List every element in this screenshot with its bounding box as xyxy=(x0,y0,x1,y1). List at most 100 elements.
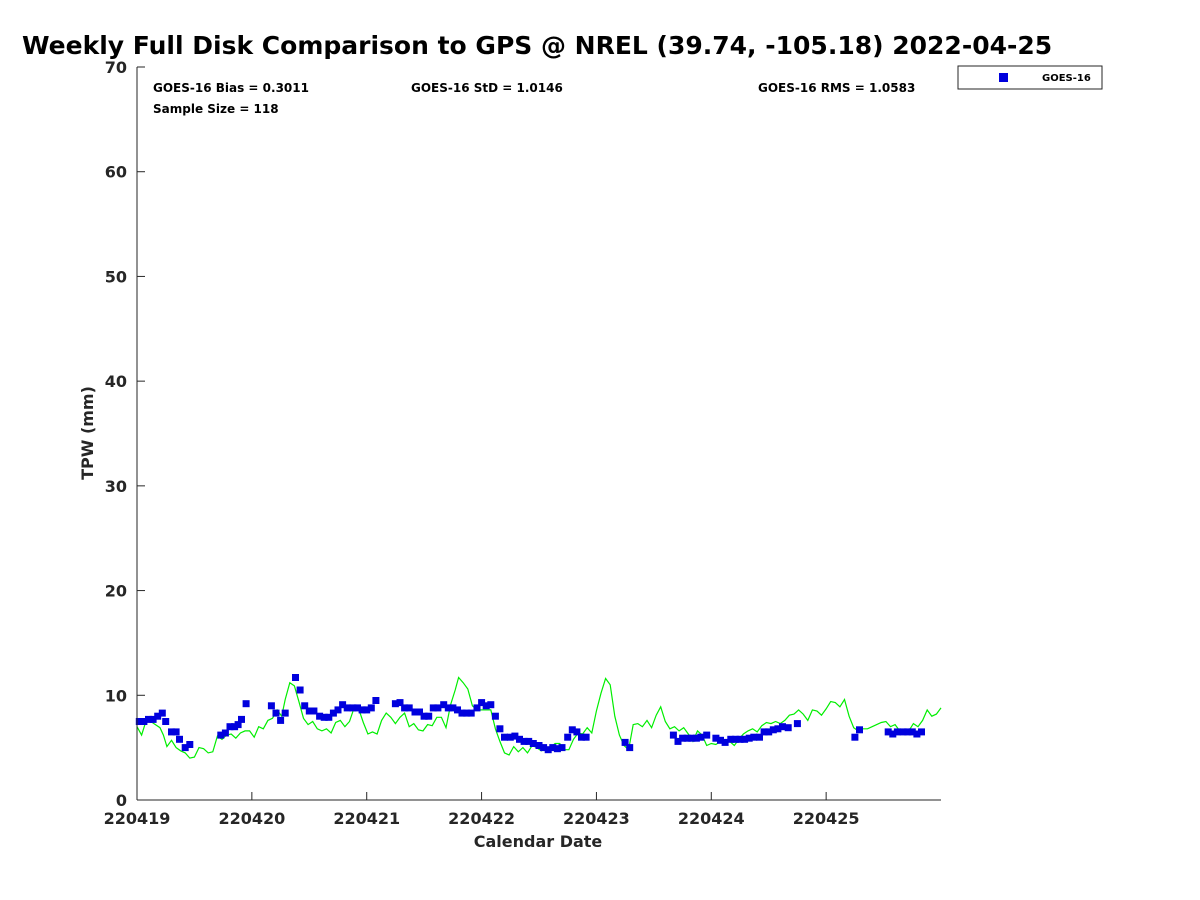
x-tick-label: 220425 xyxy=(793,809,860,828)
goes-marker xyxy=(467,709,475,717)
goes-marker xyxy=(573,728,581,736)
goes-marker xyxy=(669,731,677,739)
goes-marker xyxy=(267,702,275,710)
goes-marker xyxy=(329,709,337,717)
goes-marker xyxy=(162,718,170,725)
goes-marker xyxy=(529,740,537,747)
goes-marker xyxy=(234,721,242,729)
goes-marker xyxy=(721,738,729,746)
goes-marker xyxy=(889,730,897,738)
goes-marker xyxy=(692,734,700,742)
goes-marker xyxy=(697,733,705,741)
goes-marker xyxy=(918,728,925,736)
x-tick-label: 220420 xyxy=(218,809,285,828)
y-tick-label: 60 xyxy=(105,163,127,182)
goes-marker xyxy=(458,709,466,717)
goes-marker xyxy=(511,732,519,740)
goes-marker xyxy=(238,715,245,723)
goes-marker xyxy=(549,744,557,752)
plot-background xyxy=(137,67,941,800)
goes-marker xyxy=(440,701,448,709)
y-axis-label: TPW (mm) xyxy=(78,386,97,480)
goes-marker xyxy=(405,704,413,712)
goes-marker xyxy=(564,733,572,741)
goes-marker xyxy=(544,746,552,754)
goes-marker xyxy=(301,702,309,710)
goes-marker xyxy=(712,734,720,742)
goes-marker xyxy=(520,737,528,745)
goes-marker xyxy=(391,700,399,708)
goes-marker xyxy=(449,704,457,712)
goes-marker xyxy=(750,733,758,741)
x-tick-label: 220423 xyxy=(563,809,630,828)
y-tick-label: 40 xyxy=(105,372,127,391)
goes-marker xyxy=(176,735,183,743)
goes-marker xyxy=(140,718,148,725)
goes-marker xyxy=(339,701,347,709)
y-tick-label: 10 xyxy=(105,686,127,705)
goes-marker xyxy=(149,715,157,723)
goes-marker xyxy=(358,706,366,714)
goes-marker xyxy=(779,723,786,731)
goes-marker xyxy=(884,728,892,736)
goes-marker xyxy=(540,744,548,752)
goes-marker xyxy=(416,708,423,716)
goes-marker xyxy=(745,734,753,742)
goes-marker xyxy=(401,704,409,712)
goes-marker xyxy=(444,704,452,712)
rms-stat: GOES-16 RMS = 1.0583 xyxy=(758,81,915,95)
goes-marker xyxy=(582,733,590,741)
goes-marker xyxy=(769,726,777,734)
goes-marker xyxy=(482,702,490,710)
y-tick-label: 0 xyxy=(116,791,127,810)
legend-box xyxy=(957,65,1103,90)
goes-marker xyxy=(154,712,162,720)
goes-marker xyxy=(292,674,299,681)
goes-marker xyxy=(272,709,280,717)
goes-marker xyxy=(558,744,566,752)
goes-marker xyxy=(372,697,380,704)
goes-marker xyxy=(736,735,744,743)
goes-marker xyxy=(774,725,782,733)
goes-marker xyxy=(626,744,634,752)
goes-marker xyxy=(367,704,375,712)
goes-marker xyxy=(186,741,194,748)
goes-marker xyxy=(856,726,863,734)
goes-marker xyxy=(683,734,691,742)
goes-marker xyxy=(491,712,499,720)
goes-marker xyxy=(553,745,561,753)
goes-marker xyxy=(506,733,514,741)
x-tick-label: 220424 xyxy=(678,809,745,828)
y-ticks: 0 10 20 30 40 50 60 70 xyxy=(105,58,145,810)
goes-marker xyxy=(434,704,442,712)
goes-marker xyxy=(904,728,912,736)
bias-stat: GOES-16 Bias = 0.3011 xyxy=(153,81,309,95)
goes-marker xyxy=(621,738,629,746)
chart-title: Weekly Full Disk Comparison to GPS @ NRE… xyxy=(22,31,1052,60)
x-tick-label: 220421 xyxy=(333,809,400,828)
goes-marker xyxy=(899,728,907,736)
goes-marker xyxy=(429,704,437,712)
goes-marker xyxy=(343,704,351,712)
x-axis-label: Calendar Date xyxy=(474,832,603,851)
goes-marker xyxy=(181,744,189,752)
sample-size-stat: Sample Size = 118 xyxy=(153,102,279,116)
goes-marker xyxy=(851,733,859,741)
goes-marker xyxy=(334,706,342,714)
goes-marker xyxy=(425,712,433,720)
goes-marker xyxy=(354,704,361,712)
goes-marker xyxy=(325,713,333,721)
goes-marker xyxy=(784,724,792,732)
goes-marker xyxy=(305,707,313,715)
goes-marker xyxy=(281,709,289,717)
goes-marker xyxy=(242,700,250,708)
legend-marker xyxy=(999,73,1008,82)
goes-marker xyxy=(478,699,486,707)
y-tick-label: 50 xyxy=(105,267,127,286)
goes-marker-layer xyxy=(135,674,925,754)
goes-marker xyxy=(145,715,152,723)
goes-marker xyxy=(793,720,801,728)
goes-marker xyxy=(568,726,576,734)
y-tick-label: 70 xyxy=(105,58,127,77)
